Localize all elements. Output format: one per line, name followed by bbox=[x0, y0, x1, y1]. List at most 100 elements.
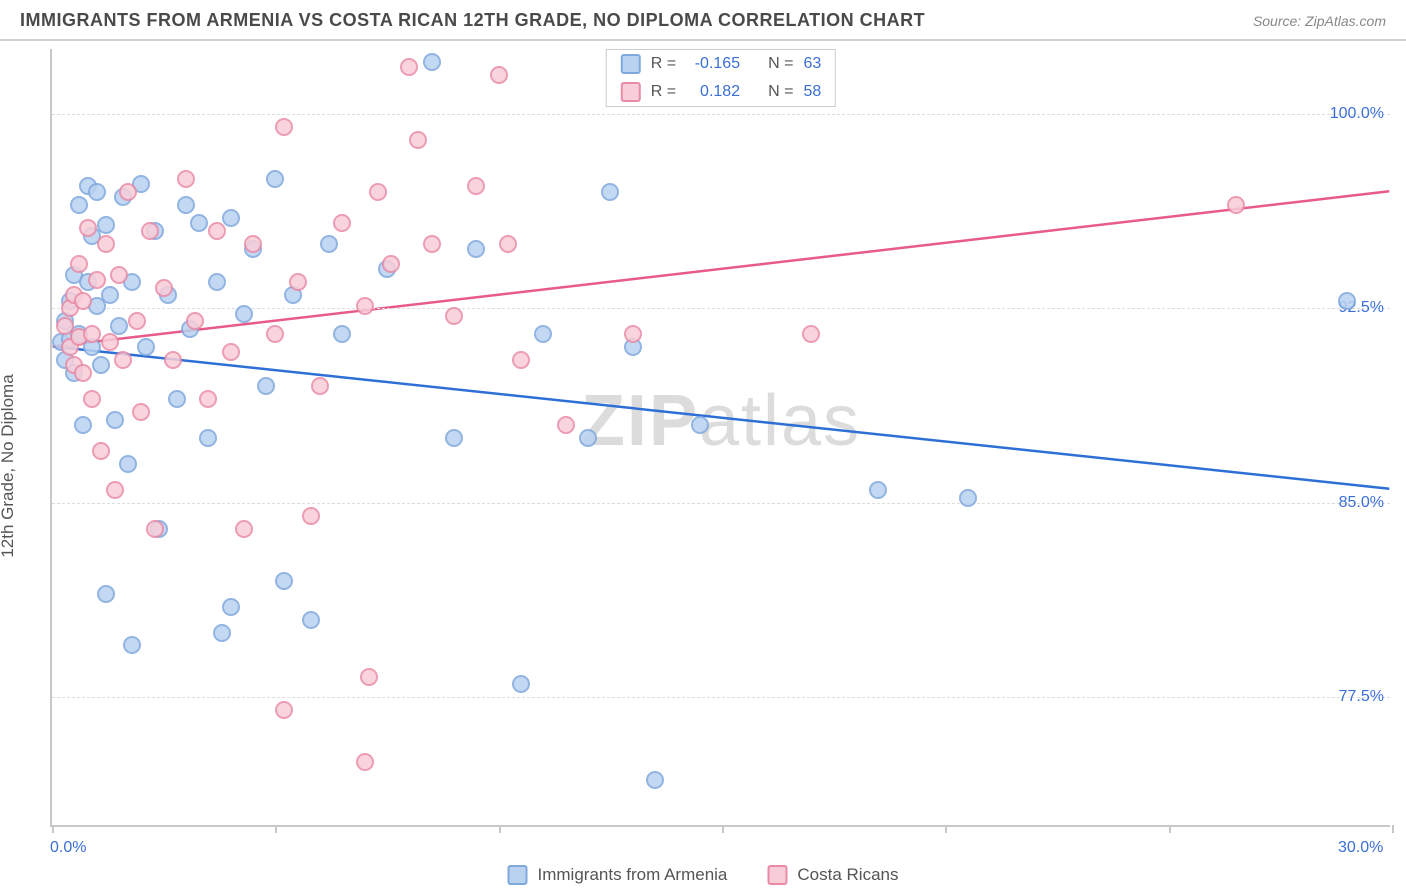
scatter-point bbox=[92, 356, 110, 374]
scatter-point bbox=[213, 624, 231, 642]
scatter-point bbox=[266, 170, 284, 188]
chart-area: 12th Grade, No Diploma ZIPatlas R = -0.1… bbox=[0, 41, 1406, 891]
legend-label-armenia: Immigrants from Armenia bbox=[538, 865, 728, 885]
scatter-point bbox=[275, 701, 293, 719]
scatter-point bbox=[79, 219, 97, 237]
scatter-point bbox=[199, 390, 217, 408]
scatter-point bbox=[467, 240, 485, 258]
scatter-point bbox=[445, 429, 463, 447]
x-tick-label: 0.0% bbox=[50, 839, 86, 857]
legend-n-label: N = bbox=[768, 83, 793, 101]
trend-line bbox=[53, 346, 1390, 488]
scatter-point bbox=[423, 53, 441, 71]
x-tick bbox=[1392, 825, 1394, 833]
scatter-point bbox=[110, 266, 128, 284]
scatter-point bbox=[128, 312, 146, 330]
gridline-h bbox=[52, 697, 1390, 698]
scatter-point bbox=[222, 598, 240, 616]
x-tick bbox=[275, 825, 277, 833]
scatter-point bbox=[333, 325, 351, 343]
legend-n-label: N = bbox=[768, 55, 793, 73]
scatter-point bbox=[490, 66, 508, 84]
scatter-point bbox=[74, 364, 92, 382]
scatter-point bbox=[1338, 292, 1356, 310]
scatter-point bbox=[534, 325, 552, 343]
y-tick-label: 85.0% bbox=[1339, 494, 1384, 512]
scatter-point bbox=[289, 273, 307, 291]
legend-r-label: R = bbox=[651, 83, 676, 101]
scatter-point bbox=[257, 377, 275, 395]
scatter-point bbox=[119, 183, 137, 201]
scatter-point bbox=[557, 416, 575, 434]
scatter-point bbox=[222, 209, 240, 227]
y-axis-label: 12th Grade, No Diploma bbox=[0, 374, 18, 557]
scatter-point bbox=[409, 131, 427, 149]
gridline-h bbox=[52, 503, 1390, 504]
scatter-point bbox=[579, 429, 597, 447]
scatter-point bbox=[208, 273, 226, 291]
scatter-point bbox=[499, 235, 517, 253]
scatter-point bbox=[423, 235, 441, 253]
scatter-point bbox=[646, 771, 664, 789]
scatter-point bbox=[356, 753, 374, 771]
x-tick bbox=[945, 825, 947, 833]
legend-swatch-armenia bbox=[508, 865, 528, 885]
scatter-point bbox=[382, 255, 400, 273]
x-tick-label: 30.0% bbox=[1338, 839, 1383, 857]
x-tick bbox=[499, 825, 501, 833]
watermark: ZIPatlas bbox=[581, 380, 861, 462]
scatter-point bbox=[97, 235, 115, 253]
scatter-point bbox=[869, 481, 887, 499]
legend-series: Immigrants from Armenia Costa Ricans bbox=[508, 865, 899, 885]
gridline-h bbox=[52, 114, 1390, 115]
legend-label-costa-rican: Costa Ricans bbox=[797, 865, 898, 885]
scatter-point bbox=[222, 343, 240, 361]
scatter-point bbox=[97, 585, 115, 603]
scatter-point bbox=[400, 58, 418, 76]
scatter-point bbox=[168, 390, 186, 408]
trend-line bbox=[53, 191, 1390, 346]
scatter-point bbox=[101, 333, 119, 351]
scatter-point bbox=[199, 429, 217, 447]
chart-title: IMMIGRANTS FROM ARMENIA VS COSTA RICAN 1… bbox=[20, 10, 925, 31]
scatter-point bbox=[114, 351, 132, 369]
legend-item-armenia: Immigrants from Armenia bbox=[508, 865, 728, 885]
scatter-point bbox=[97, 216, 115, 234]
scatter-point bbox=[266, 325, 284, 343]
y-tick-label: 100.0% bbox=[1330, 105, 1384, 123]
scatter-point bbox=[119, 455, 137, 473]
scatter-point bbox=[275, 118, 293, 136]
watermark-bold: ZIP bbox=[581, 381, 699, 461]
scatter-point bbox=[88, 183, 106, 201]
watermark-light: atlas bbox=[699, 381, 861, 461]
scatter-point bbox=[244, 235, 262, 253]
scatter-point bbox=[70, 255, 88, 273]
scatter-point bbox=[83, 390, 101, 408]
scatter-point bbox=[164, 351, 182, 369]
legend-item-costa-rican: Costa Ricans bbox=[767, 865, 898, 885]
legend-row: R = -0.165 N = 63 bbox=[607, 50, 835, 78]
x-tick bbox=[722, 825, 724, 833]
legend-n-value-armenia: 63 bbox=[803, 55, 821, 73]
scatter-point bbox=[275, 572, 293, 590]
plot-region: ZIPatlas R = -0.165 N = 63 R = 0.182 N =… bbox=[50, 49, 1390, 827]
scatter-point bbox=[302, 611, 320, 629]
scatter-point bbox=[311, 377, 329, 395]
scatter-point bbox=[235, 305, 253, 323]
scatter-point bbox=[92, 442, 110, 460]
source-name: ZipAtlas.com bbox=[1305, 13, 1386, 29]
scatter-point bbox=[132, 403, 150, 421]
scatter-point bbox=[691, 416, 709, 434]
x-tick bbox=[1169, 825, 1171, 833]
scatter-point bbox=[302, 507, 320, 525]
scatter-point bbox=[106, 411, 124, 429]
scatter-point bbox=[74, 416, 92, 434]
scatter-point bbox=[601, 183, 619, 201]
scatter-point bbox=[123, 636, 141, 654]
scatter-point bbox=[88, 271, 106, 289]
scatter-point bbox=[360, 668, 378, 686]
legend-row: R = 0.182 N = 58 bbox=[607, 78, 835, 106]
scatter-point bbox=[333, 214, 351, 232]
scatter-point bbox=[959, 489, 977, 507]
scatter-point bbox=[83, 325, 101, 343]
